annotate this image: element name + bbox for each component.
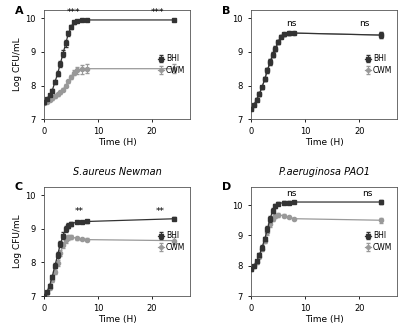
- Text: ***: ***: [151, 8, 164, 17]
- Legend: BHI, CWM: BHI, CWM: [364, 231, 393, 252]
- Text: **: **: [75, 207, 84, 216]
- Legend: BHI, CWM: BHI, CWM: [157, 231, 186, 252]
- Text: D: D: [222, 183, 231, 192]
- Text: ns: ns: [359, 19, 370, 28]
- Text: S.aureus Newman: S.aureus Newman: [73, 167, 161, 177]
- Text: P.aeruginosa PAO1: P.aeruginosa PAO1: [279, 167, 370, 177]
- Text: B: B: [222, 6, 231, 15]
- Text: **: **: [156, 207, 165, 216]
- X-axis label: Time (H): Time (H): [98, 315, 136, 324]
- X-axis label: Time (H): Time (H): [305, 315, 343, 324]
- Text: C: C: [15, 183, 23, 192]
- Text: ns: ns: [286, 190, 297, 198]
- Text: ***: ***: [67, 8, 81, 17]
- Y-axis label: Log CFU/mL: Log CFU/mL: [14, 215, 22, 268]
- X-axis label: Time (H): Time (H): [305, 138, 343, 147]
- Text: ns: ns: [362, 190, 373, 198]
- Text: ns: ns: [286, 19, 297, 28]
- Legend: BHI, CWM: BHI, CWM: [364, 54, 393, 75]
- Text: A: A: [15, 6, 24, 15]
- Y-axis label: Log CFU/mL: Log CFU/mL: [14, 38, 22, 91]
- X-axis label: Time (H): Time (H): [98, 138, 136, 147]
- Legend: BHI, CWM: BHI, CWM: [157, 54, 186, 75]
